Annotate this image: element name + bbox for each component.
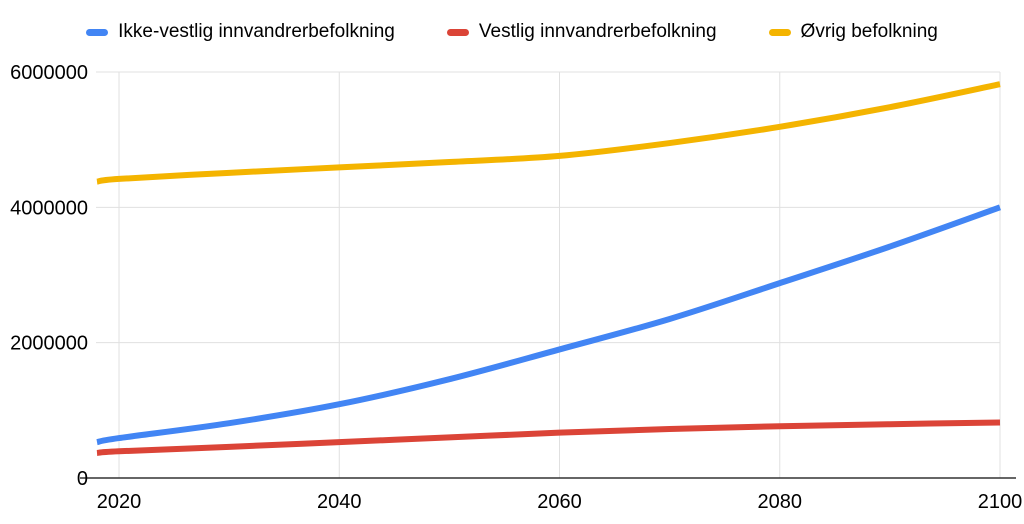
y-axis-tick-label: 0 (77, 468, 88, 490)
x-axis-tick-label: 2080 (758, 491, 803, 513)
x-axis-tick-label: 2040 (317, 491, 362, 513)
legend-item: Øvrig befolkning (768, 21, 938, 43)
legend-swatch-icon (86, 28, 109, 36)
legend-swatch-icon (768, 28, 791, 36)
y-axis-tick-label: 2000000 (10, 333, 88, 355)
series-line (96, 419, 1001, 456)
series-line (96, 81, 1001, 185)
x-axis-tick-label: 2020 (97, 491, 142, 513)
legend-label: Ikke-vestlig innvandrerbefolkning (118, 21, 395, 42)
y-axis-tick-label: 6000000 (10, 62, 88, 84)
y-axis-tick-label: 4000000 (10, 197, 88, 219)
legend-item: Vestlig innvandrerbefolkning (446, 21, 717, 43)
legend-label: Øvrig befolkning (800, 21, 938, 42)
legend-label: Vestlig innvandrerbefolkning (478, 21, 717, 42)
x-axis-tick-label: 2100 (978, 491, 1023, 513)
x-axis-tick-label: 2060 (537, 491, 582, 513)
series-line (96, 204, 1002, 446)
legend-item: Ikke-vestlig innvandrerbefolkning (86, 21, 395, 43)
legend-swatch-icon (446, 28, 469, 36)
legend: Ikke-vestlig innvandrerbefolkning Vestlig… (0, 21, 1024, 43)
